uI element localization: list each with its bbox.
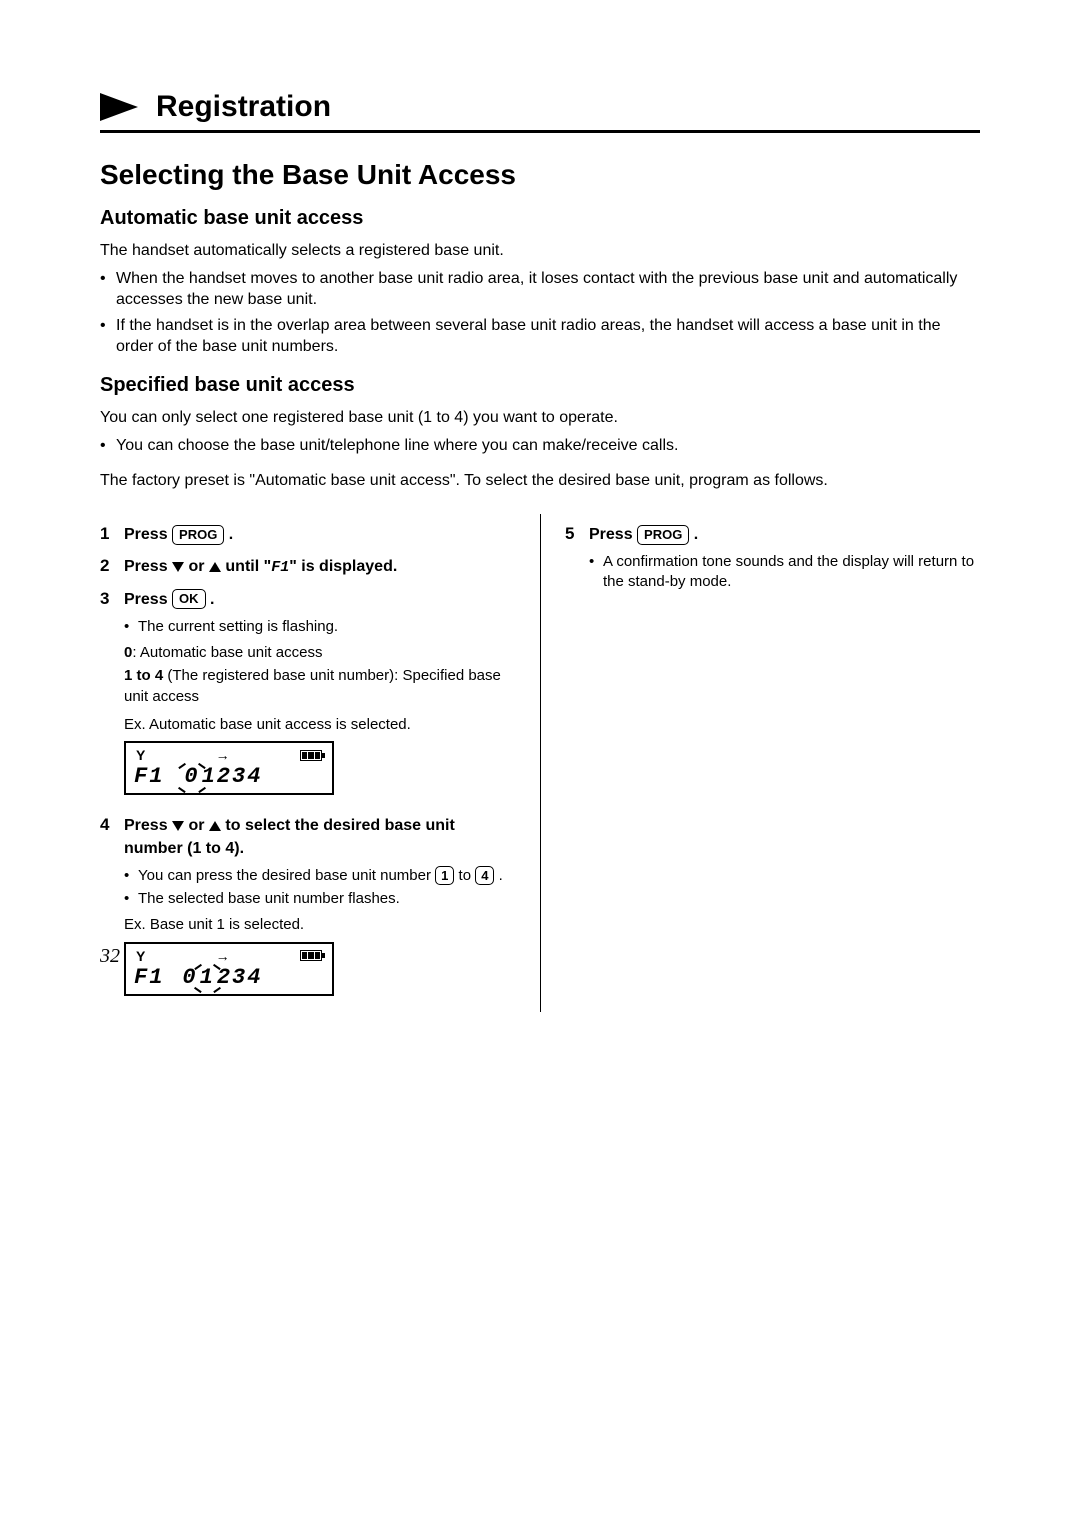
step-5-num: 5 (565, 524, 589, 599)
step-5-period: . (694, 526, 698, 543)
lcd1-flash-0: 0 (182, 763, 201, 791)
step-2-b: or (189, 558, 209, 575)
step-3-num: 3 (100, 589, 124, 806)
down-arrow-icon-2 (172, 821, 184, 831)
battery-icon (300, 750, 322, 761)
spec-heading: Specified base unit access (100, 374, 980, 397)
lcd1-f1: F1 (134, 763, 164, 791)
spec-bullet-1: You can choose the base unit/telephone l… (100, 435, 980, 457)
lcd2-f1: F1 (134, 964, 164, 992)
step-5: 5 Press PROG . A confirmation tone sound… (565, 524, 980, 599)
step-4-b: or (189, 817, 209, 834)
step-3-sub1: The current setting is flashing. (124, 617, 516, 637)
one-key-icon: 1 (435, 866, 454, 885)
auto-heading: Automatic base unit access (100, 207, 980, 230)
step-1-press: Press (124, 526, 172, 543)
spec-preset: The factory preset is "Automatic base un… (100, 470, 980, 492)
step-2-num: 2 (100, 556, 124, 578)
up-arrow-icon-2 (209, 821, 221, 831)
lcd-display-2: Y → F1 0 1 234 (124, 942, 334, 996)
spec-intro: You can only select one registered base … (100, 407, 980, 429)
up-arrow-icon (209, 562, 221, 572)
step-1: 1 Press PROG . (100, 524, 516, 546)
step-4-ex: Ex. Base unit 1 is selected. (124, 915, 516, 935)
auto-bullet-1: When the handset moves to another base u… (100, 268, 980, 311)
prog-key-icon-2: PROG (637, 525, 689, 545)
auto-intro: The handset automatically selects a regi… (100, 240, 980, 262)
step-4-sub2: The selected base unit number flashes. (124, 889, 516, 909)
step-3-sub2: 0: Automatic base unit access (124, 643, 516, 663)
step-2-f1: F1 (271, 559, 289, 576)
auto-bullet-2: If the handset is in the overlap area be… (100, 315, 980, 358)
auto-bullets: When the handset moves to another base u… (100, 268, 980, 358)
step-4-sub1: You can press the desired base unit numb… (124, 866, 516, 886)
right-column: 5 Press PROG . A confirmation tone sound… (540, 514, 980, 1012)
step-2: 2 Press or until "F1" is displayed. (100, 556, 516, 578)
lcd-arrow-icon: → (216, 748, 230, 762)
steps-columns: 1 Press PROG . 2 Press or (100, 514, 980, 1012)
prog-key-icon: PROG (172, 525, 224, 545)
header-arrow-icon (100, 93, 138, 121)
ok-key-icon: OK (172, 589, 206, 609)
step-1-period: . (229, 526, 233, 543)
step-4-num: 4 (100, 815, 124, 1006)
down-arrow-icon (172, 562, 184, 572)
lcd2-tail: 234 (217, 964, 263, 992)
step-1-num: 1 (100, 524, 124, 546)
step-3-ex: Ex. Automatic base unit access is select… (124, 715, 516, 735)
left-column: 1 Press PROG . 2 Press or (100, 514, 540, 1012)
page-number: 32 (100, 945, 120, 968)
header: Registration (100, 90, 980, 133)
step-5-press: Press (589, 526, 637, 543)
step-4: 4 Press or to select the desired base un… (100, 815, 516, 1006)
step-2-a: Press (124, 558, 172, 575)
four-key-icon: 4 (475, 866, 494, 885)
step-3-sub3: 1 to 4 (The registered base unit number)… (124, 666, 516, 707)
step-2-d: " is displayed. (289, 558, 397, 575)
battery-icon-2 (300, 950, 322, 961)
header-title: Registration (156, 90, 331, 124)
step-3: 3 Press OK . The current setting is flas… (100, 589, 516, 806)
step-2-c: until " (225, 558, 271, 575)
step-3-press: Press (124, 591, 172, 608)
section-title: Selecting the Base Unit Access (100, 159, 980, 191)
lcd-display-1: Y → F1 0 1234 (124, 741, 334, 795)
manual-page: Registration Selecting the Base Unit Acc… (0, 0, 1080, 1528)
step-4-a: Press (124, 817, 172, 834)
spec-bullets: You can choose the base unit/telephone l… (100, 435, 980, 457)
antenna-icon: Y (136, 748, 145, 762)
step-5-sub: A confirmation tone sounds and the displ… (589, 552, 980, 593)
step-3-period: . (210, 591, 214, 608)
lcd-arrow-icon-2: → (216, 949, 230, 963)
antenna-icon-2: Y (136, 949, 145, 963)
lcd2-flash-1: 1 (198, 964, 217, 992)
lcd1-rest: 1234 (202, 763, 263, 791)
